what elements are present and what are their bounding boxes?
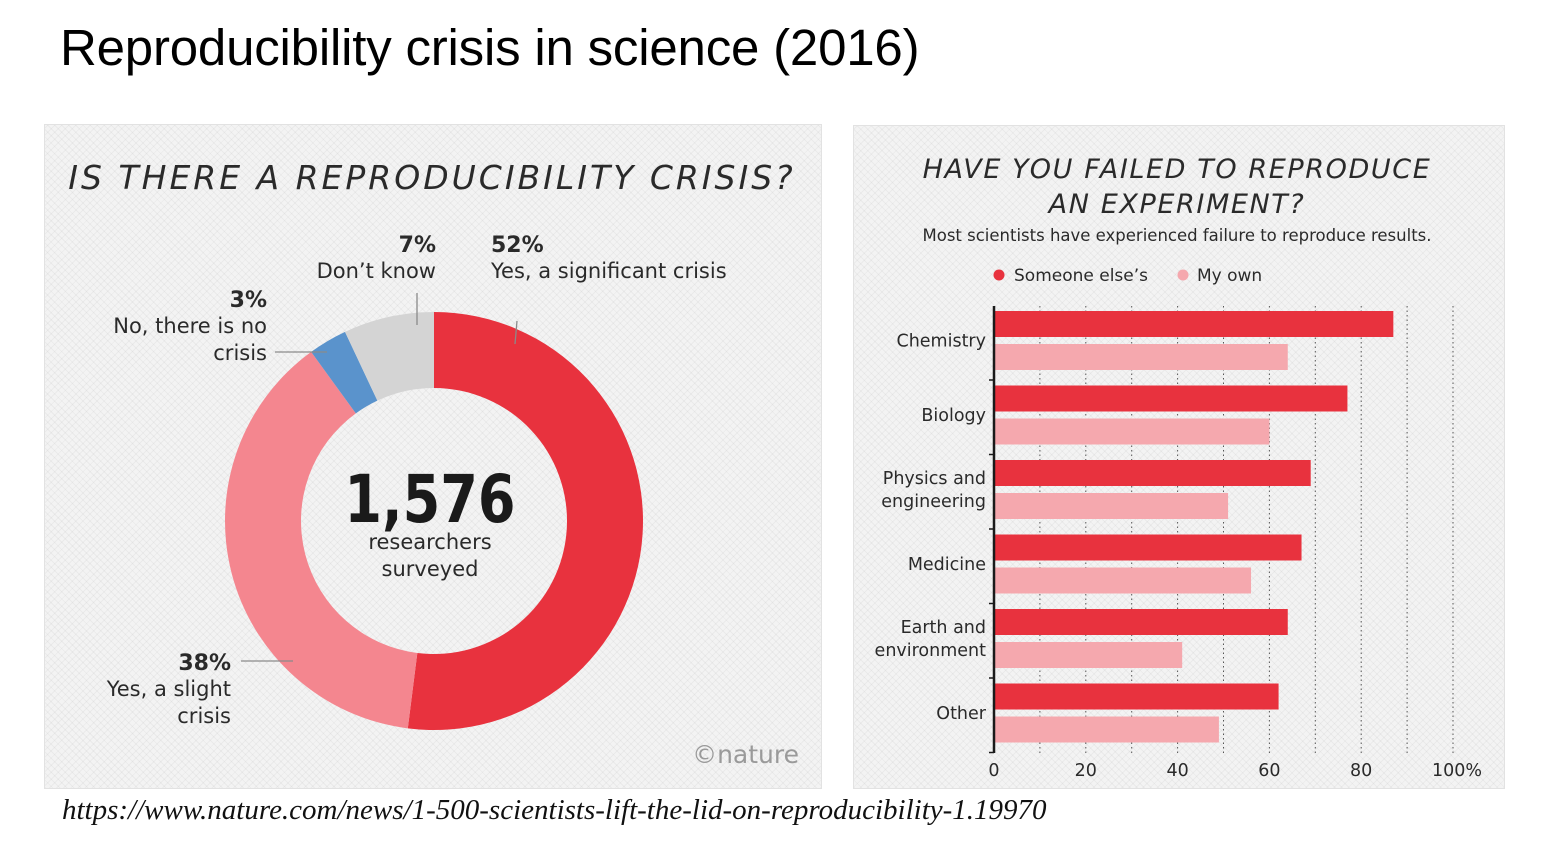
slice-label-1-0: Yes, a slight: [106, 677, 231, 701]
category-label-2-1: engineering: [881, 492, 986, 512]
legend: Someone else’s My own: [993, 266, 1262, 286]
bar-0-4: [994, 609, 1288, 635]
center-value: 1,576: [344, 462, 515, 539]
center-label-line1: researchers: [368, 530, 491, 554]
bar-chart: HAVE YOU FAILED TO REPRODUCE AN EXPERIME…: [875, 154, 1482, 781]
bar-1-4: [994, 642, 1183, 668]
slice-pct-label-1: 38%: [178, 651, 231, 676]
bar-chart-title-line2: AN EXPERIMENT?: [1047, 189, 1306, 220]
donut-chart-panel: IS THERE A REPRODUCIBILITY CRISIS? 52% Ye…: [44, 124, 822, 789]
donut-slice-0: [407, 312, 643, 730]
x-tick-label-1: 20: [1075, 761, 1097, 781]
slice-label-2-0: No, there is no: [113, 314, 267, 338]
x-tick-label-4: 80: [1350, 761, 1372, 781]
category-label-0-0: Chemistry: [896, 332, 986, 352]
slice-pct-label-2: 3%: [230, 288, 267, 313]
center-label-line2: surveyed: [382, 557, 479, 581]
legend-swatch-my-own: [1177, 269, 1189, 281]
nature-credit: ©nature: [692, 740, 799, 769]
bar-1-5: [994, 716, 1219, 743]
leader-line-0: [514, 320, 518, 345]
donut-slice-2: [311, 331, 378, 414]
donut-chart-title: IS THERE A REPRODUCIBILITY CRISIS?: [68, 158, 795, 197]
category-label-1-0: Biology: [921, 406, 986, 426]
slide-title: Reproducibility crisis in science (2016): [60, 19, 920, 76]
slice-label-0-0: Yes, a significant crisis: [490, 259, 727, 283]
source-link[interactable]: https://www.nature.com/news/1-500-scient…: [62, 794, 1047, 826]
slice-label-3-0: Don’t know: [317, 259, 436, 283]
slice-pct-label-0: 52%: [491, 233, 544, 258]
category-label-5-0: Other: [936, 704, 986, 724]
category-label-3-0: Medicine: [908, 555, 986, 575]
slice-label-2-1: crisis: [213, 341, 267, 365]
bar-0-1: [994, 385, 1348, 412]
legend-label-my-own: My own: [1197, 266, 1262, 286]
bar-chart-title-line1: HAVE YOU FAILED TO REPRODUCE: [923, 154, 1432, 185]
category-label-4-1: environment: [875, 641, 987, 661]
bar-0-0: [994, 311, 1394, 337]
bar-chart-subtitle: Most scientists have experienced failure…: [922, 226, 1431, 245]
x-tick-label-0: 0: [988, 761, 999, 781]
donut-chart: IS THERE A REPRODUCIBILITY CRISIS? 52%Ye…: [68, 158, 799, 769]
bar-1-0: [994, 344, 1288, 370]
donut-slice-1: [224, 351, 418, 729]
category-label-2-0: Physics and: [883, 469, 986, 489]
x-tick-label-2: 40: [1166, 761, 1188, 781]
bar-1-3: [994, 567, 1252, 594]
slice-label-1-1: crisis: [177, 704, 231, 728]
bar-chart-panel: HAVE YOU FAILED TO REPRODUCE AN EXPERIME…: [853, 125, 1505, 789]
bar-0-2: [994, 460, 1311, 486]
bar-1-1: [994, 418, 1270, 445]
slice-pct-label-3: 7%: [399, 233, 436, 258]
x-tick-label-3: 60: [1258, 761, 1280, 781]
legend-label-someone-else: Someone else’s: [1014, 266, 1148, 286]
bar-0-5: [994, 683, 1279, 710]
bar-1-2: [994, 493, 1229, 519]
donut-slice-3: [345, 312, 434, 401]
x-tick-label-5: 100%: [1432, 761, 1482, 781]
category-label-4-0: Earth and: [901, 618, 986, 638]
legend-swatch-someone-else: [993, 269, 1005, 281]
bar-0-3: [994, 534, 1302, 561]
